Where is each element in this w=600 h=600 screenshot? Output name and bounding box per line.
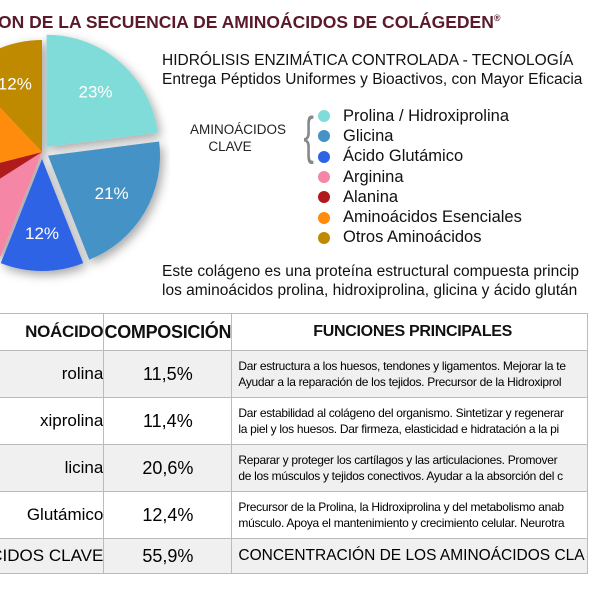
pie-slice (0, 152, 42, 179)
pie-chart: 23% 21% 12% 12% (0, 34, 161, 272)
pie-slice (0, 152, 42, 257)
legend-dot-icon (318, 211, 330, 224)
pie-slice (0, 107, 42, 163)
legend-dot-icon (318, 110, 330, 123)
legend-label: Prolina / Hidroxiprolina (343, 106, 509, 125)
pie-slice-label: 23% (78, 82, 112, 101)
function-line: músculo. Apoya el mantenimiento y crecim… (238, 516, 565, 530)
description-line2: los aminoácidos prolina, hidroxiprolina,… (162, 282, 578, 299)
table-row: Glutámico 12,4% Precursor de la Prolina,… (0, 491, 588, 539)
page-title: ON DE LA SECUENCIA DE AMINOÁCIDOS DE COL… (0, 12, 501, 33)
subtitle-benefit: Entrega Péptidos Uniformes y Bioactivos,… (162, 71, 583, 88)
table-row: rolina 11,5% Dar estructura a los huesos… (0, 350, 588, 398)
pie-slice (46, 34, 158, 147)
amino-name: rolina (0, 350, 105, 398)
function-line: Dar estabilidad al colágeno del organism… (238, 406, 564, 420)
table-row: licina 20,6% Reparar y proteger los cart… (0, 444, 588, 492)
amino-composition: 12,4% (103, 491, 233, 539)
function-line: de los músculos y tejidos conectivos. Ay… (238, 469, 563, 483)
amino-functions: Dar estabilidad al colágeno del organism… (231, 397, 588, 445)
amino-functions: Reparar y proteger los cartílagos y las … (231, 444, 588, 492)
function-line: Reparar y proteger los cartílagos y las … (238, 453, 558, 467)
legend-item: Alanina (318, 187, 522, 207)
subtitle-technology: HIDRÓLISIS ENZIMÁTICA CONTROLADA - TECNO… (162, 52, 574, 69)
description: Este colágeno es una proteína estructura… (162, 262, 579, 300)
pie-slice-label: 21% (95, 184, 129, 203)
key-label-line1: AMINOÁCIDOS (190, 122, 287, 137)
total-row: CIDOS CLAVE 55,9% CONCENTRACIÓN DE LOS AMI… (0, 538, 588, 574)
key-amino-label: AMINOÁCIDOS CLAVE (190, 121, 287, 155)
legend-dot-icon (318, 231, 330, 244)
brace-icon: { (303, 107, 314, 165)
header-amino: NOÁCIDO (0, 313, 105, 351)
total-name: CIDOS CLAVE (0, 538, 105, 574)
header-composition: COMPOSICIÓN (103, 313, 233, 351)
pie-slice (48, 141, 161, 260)
legend-dot-icon (318, 171, 330, 184)
legend-item: Arginina (318, 167, 522, 187)
amino-composition: 11,5% (103, 350, 233, 398)
legend-item: Otros Aminoácidos (318, 228, 522, 248)
title-text: ON DE LA SECUENCIA DE AMINOÁCIDOS DE COL… (0, 12, 494, 32)
legend-dot-icon (318, 150, 330, 163)
total-functions: CONCENTRACIÓN DE LOS AMINOÁCIDOS CLA (231, 538, 588, 574)
pie-slice-label: 12% (0, 74, 32, 93)
legend-item: Glicina (318, 126, 522, 146)
function-line: Precursor de la Prolina, la Hidroxiproli… (238, 500, 564, 514)
legend: Prolina / Hidroxiprolina Glicina Ácido Glu… (318, 106, 522, 248)
amino-functions: Precursor de la Prolina, la Hidroxiproli… (231, 491, 588, 539)
legend-label: Glicina (343, 126, 394, 145)
legend-dot-icon (318, 130, 330, 143)
legend-item: Ácido Glutámico (318, 147, 522, 167)
legend-label: Ácido Glutámico (343, 147, 464, 166)
legend-dot-icon (318, 191, 330, 204)
amino-functions: Dar estructura a los huesos, tendones y … (231, 350, 588, 398)
pie-slice-label: 12% (25, 224, 59, 243)
pie-slice (0, 40, 42, 152)
function-line: Ayudar a la reparación de los tejidos. P… (238, 375, 562, 389)
key-label-line2: CLAVE (208, 139, 252, 154)
legend-item: Aminoácidos Esenciales (318, 207, 522, 227)
amino-name: xiprolina (0, 397, 105, 445)
legend-label: Aminoácidos Esenciales (343, 208, 522, 227)
description-line1: Este colágeno es una proteína estructura… (162, 263, 580, 280)
amino-name: licina (0, 444, 105, 492)
legend-label: Alanina (343, 187, 399, 206)
registered-mark: ® (493, 13, 501, 24)
header-functions: FUNCIONES PRINCIPALES (231, 313, 588, 351)
function-line: la piel y los huesos. Dar firmeza, elast… (238, 422, 559, 436)
amino-composition: 11,4% (103, 397, 233, 445)
amino-name: Glutámico (0, 491, 105, 539)
total-composition: 55,9% (103, 538, 233, 574)
pie-slice (0, 159, 84, 272)
amino-composition: 20,6% (103, 444, 233, 492)
function-line: Dar estructura a los huesos, tendones y … (238, 359, 566, 373)
legend-label: Arginina (343, 167, 404, 186)
legend-label: Otros Aminoácidos (343, 228, 482, 247)
table-row: xiprolina 11,4% Dar estabilidad al colág… (0, 397, 588, 445)
amino-table: NOÁCIDO COMPOSICIÓN FUNCIONES PRINCIPALE… (0, 313, 588, 574)
legend-item: Prolina / Hidroxiprolina (318, 106, 522, 126)
